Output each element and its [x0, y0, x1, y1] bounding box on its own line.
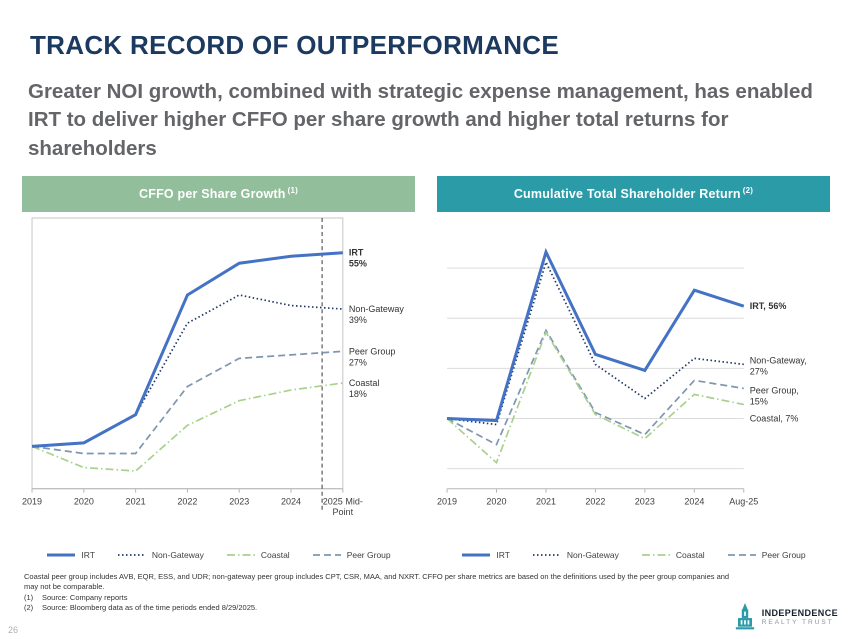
legend-line-sample: [727, 553, 756, 556]
x-axis-label: Point: [333, 507, 354, 517]
footnote-main: Coastal peer group includes AVB, EQR, ES…: [24, 572, 730, 591]
series-line-non-gateway: [31, 294, 343, 448]
x-axis-label: 2020: [486, 497, 506, 507]
x-axis-label: 2024: [684, 497, 704, 507]
x-axis-label: 2022: [585, 497, 605, 507]
series-end-label: 27%: [349, 357, 367, 367]
legend-label: IRT: [496, 549, 510, 560]
logo-line-2: REALTY TRUST: [761, 619, 834, 626]
series-end-label: IRT, 56%: [750, 301, 787, 311]
x-axis-label: 2020: [74, 497, 94, 507]
series-end-label: Non-Gateway: [349, 304, 405, 314]
tsr-chart-title: Cumulative Total Shareholder Return (2): [513, 186, 754, 202]
company-logo: INDEPENDENCE REALTY TRUST: [734, 603, 838, 631]
cffo-chart-header: CFFO per Share Growth (1): [22, 176, 415, 212]
legend-line-sample: [312, 553, 341, 556]
footnote-1: (1) Source: Company reports: [24, 593, 730, 603]
legend-line-sample: [226, 553, 255, 556]
series-line-coastal: [31, 382, 343, 472]
cffo-chart-legend: IRT Non-Gateway Coastal Peer Group: [22, 547, 415, 563]
slide-subtitle: Greater NOI growth, combined with strate…: [28, 80, 813, 160]
legend-item-irt: IRT: [461, 550, 510, 560]
series-line-peer-group: [31, 350, 343, 455]
legend-item-peer-group: Peer Group: [312, 550, 391, 560]
logo-text: INDEPENDENCE REALTY TRUST: [762, 608, 838, 626]
legend-item-irt: IRT: [46, 550, 95, 560]
footnote-1-text: Source: Company reports: [42, 592, 128, 602]
cffo-chart-title: CFFO per Share Growth (1): [139, 186, 298, 202]
series-line-non-gateway: [446, 259, 744, 426]
series-end-label: 18%: [349, 389, 367, 399]
tsr-chart-header: Cumulative Total Shareholder Return (2): [437, 176, 830, 212]
series-end-label: Coastal: [349, 378, 380, 388]
series-end-label: Peer Group: [349, 346, 396, 356]
series-line-coastal: [446, 330, 744, 465]
series-end-label: Non-Gateway,: [750, 355, 807, 365]
building-icon: [735, 603, 754, 630]
footnote-2-text: Source: Bloomberg data as of the time pe…: [42, 603, 258, 613]
legend-item-non-gateway: Non-Gateway: [117, 550, 204, 560]
legend-label: Coastal: [260, 549, 290, 560]
legend-line-sample: [117, 553, 146, 556]
x-axis-label: 2024: [281, 497, 301, 507]
series-end-label: 39%: [349, 315, 367, 325]
series-line-irt: [31, 251, 343, 448]
x-axis-label: 2022: [177, 497, 197, 507]
x-axis-label: 2023: [635, 497, 655, 507]
series-end-label: 15%: [750, 396, 768, 406]
x-axis-label: Aug-25: [729, 497, 758, 507]
legend-label: Coastal: [675, 549, 705, 560]
x-axis-label: 2025 Mid-: [323, 497, 363, 507]
page-number: 26: [8, 625, 19, 635]
x-axis-label: 2023: [229, 497, 249, 507]
x-axis-label: 2019: [437, 497, 457, 507]
x-axis-label: 2021: [536, 497, 556, 507]
legend-label: Peer Group: [761, 549, 806, 560]
footnote-2-num: (2): [24, 603, 34, 613]
series-end-label: 55%: [349, 259, 367, 269]
tsr-chart-legend: IRT Non-Gateway Coastal Peer Group: [437, 547, 830, 563]
footnote-ref-2: (2): [742, 186, 754, 196]
footnote-2: (2) Source: Bloomberg data as of the tim…: [24, 603, 730, 613]
legend-item-coastal: Coastal: [641, 550, 705, 560]
series-end-label: Peer Group,: [750, 385, 799, 395]
footnote-ref-1: (1): [287, 186, 298, 196]
x-axis-label: 2021: [126, 497, 146, 507]
legend-label: Peer Group: [346, 549, 391, 560]
series-end-label: Coastal, 7%: [750, 414, 799, 424]
page-title: TRACK RECORD OF OUTPERFORMANCE: [30, 30, 559, 60]
x-axis-label: 2019: [22, 497, 42, 507]
legend-label: Non-Gateway: [151, 549, 204, 560]
series-end-label: 27%: [750, 366, 768, 376]
legend-line-sample: [47, 553, 76, 557]
legend-label: Non-Gateway: [566, 549, 619, 560]
plot-border: [31, 217, 344, 490]
series-line-irt: [446, 247, 745, 423]
legend-item-coastal: Coastal: [226, 550, 290, 560]
legend-item-non-gateway: Non-Gateway: [532, 550, 619, 560]
legend-line-sample: [462, 553, 491, 557]
legend-line-sample: [641, 553, 670, 556]
logo-line-1: INDEPENDENCE: [761, 608, 838, 618]
footnotes: Coastal peer group includes AVB, EQR, ES…: [24, 572, 730, 613]
legend-line-sample: [532, 553, 561, 556]
cumulative-total-shareholder-return-chart: IRT, 56% Non-Gateway,27% Coastal, 7% Peer G…: [437, 247, 807, 507]
legend-item-peer-group: Peer Group: [727, 550, 806, 560]
legend-label: IRT: [81, 549, 95, 560]
footnote-1-num: (1): [24, 592, 34, 602]
cffo-chart-section: CFFO per Share Growth (1) IRT 55% Non-Gatew…: [22, 176, 415, 563]
series-line-peer-group: [446, 328, 744, 446]
tsr-chart-section: Cumulative Total Shareholder Return (2) I…: [437, 176, 830, 563]
charts-row: CFFO per Share Growth (1) IRT 55% Non-Gatew…: [22, 176, 830, 563]
series-end-label: IRT: [349, 248, 364, 258]
